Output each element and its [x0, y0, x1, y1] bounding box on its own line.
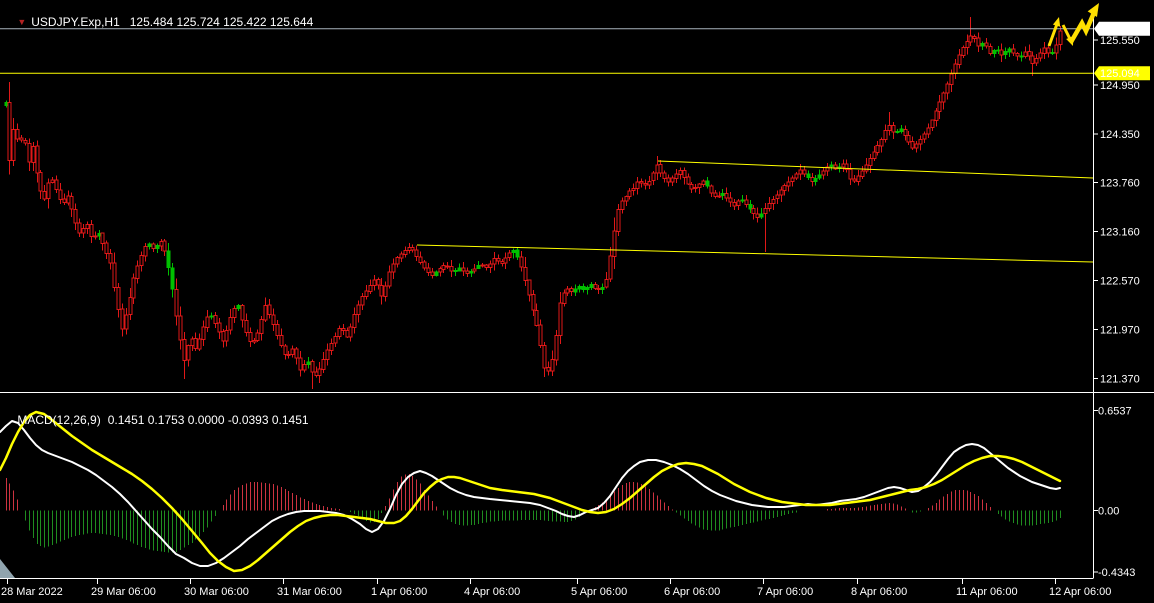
- time-tick-label: 4 Apr 06:00: [464, 586, 520, 598]
- time-tick-label: 7 Apr 06:00: [757, 586, 813, 598]
- time-tick-label: 12 Apr 06:00: [1049, 586, 1111, 598]
- macd-signal-line: [0, 410, 1062, 573]
- candlestick-series: [4, 17, 1063, 389]
- symbol-timeframe-label: USDJPY.Exp,H1: [31, 15, 120, 29]
- macd-histogram: [6, 474, 1061, 553]
- ohlc-readout: 125.484 125.724 125.422 125.644: [129, 15, 314, 29]
- macd-tick-label: 0.00: [1098, 506, 1119, 518]
- drawn-arrow-2: [1061, 24, 1074, 46]
- time-tick-label: 30 Mar 06:00: [184, 586, 249, 598]
- time-tick-label: 11 Apr 06:00: [956, 586, 1018, 598]
- macd-indicator-name: MACD(12,26,9): [17, 413, 101, 427]
- price-tag: 125.644: [1094, 21, 1150, 36]
- price-tick-label: 125.550: [1100, 35, 1140, 47]
- svg-text:125.644: 125.644: [1100, 24, 1140, 36]
- price-tick-label: 121.370: [1100, 374, 1140, 386]
- symbol-dropdown-triangle-icon[interactable]: ▼: [17, 17, 27, 27]
- svg-text:125.094: 125.094: [1100, 68, 1140, 80]
- drawn-arrow-3: [1069, 3, 1099, 44]
- trend-line-2: [657, 160, 1094, 179]
- price-tick-label: 123.760: [1100, 178, 1140, 190]
- time-tick-label: 31 Mar 06:00: [277, 586, 342, 598]
- trend-line-1: [416, 244, 1094, 263]
- time-tick-label: 6 Apr 06:00: [664, 586, 720, 598]
- macd-tick-label: 0.6537: [1098, 406, 1132, 418]
- macd-axis: 0.6537 0.00 -0.4343: [1094, 406, 1135, 579]
- time-tick-label: 28 Mar 2022: [1, 586, 63, 598]
- price-axis: 125.550 124.950 124.350 123.760 123.160 122.5…: [1094, 21, 1150, 386]
- macd-line: [0, 420, 1061, 567]
- subwindow-corner-wedge: [0, 559, 15, 578]
- price-tag: 125.094: [1094, 66, 1150, 81]
- price-tick-label: 123.160: [1100, 227, 1140, 239]
- price-tick-label: 122.570: [1100, 276, 1140, 288]
- time-tick-label: 1 Apr 06:00: [371, 586, 427, 598]
- macd-indicator-label: MACD(12,26,9) 0.1451 0.1753 0.0000 -0.039…: [4, 399, 309, 441]
- macd-tick-label: -0.4343: [1098, 567, 1135, 579]
- time-tick-label: 29 Mar 06:00: [91, 586, 156, 598]
- time-axis: 28 Mar 2022 29 Mar 06:00 30 Mar 06:00 31 Ma…: [1, 579, 1111, 598]
- price-tick-label: 124.950: [1100, 80, 1140, 92]
- chart-title-bar: ▼ USDJPY.Exp,H1 125.484 125.724 125.422 12…: [0, 0, 1154, 29]
- price-tick-label: 124.350: [1100, 129, 1140, 141]
- price-tick-label: 121.970: [1100, 325, 1140, 337]
- time-tick-label: 5 Apr 06:00: [571, 586, 627, 598]
- macd-indicator-values: 0.1451 0.1753 0.0000 -0.0393 0.1451: [107, 413, 309, 427]
- drawn-arrow-1: [1047, 17, 1061, 47]
- time-tick-label: 8 Apr 06:00: [851, 586, 907, 598]
